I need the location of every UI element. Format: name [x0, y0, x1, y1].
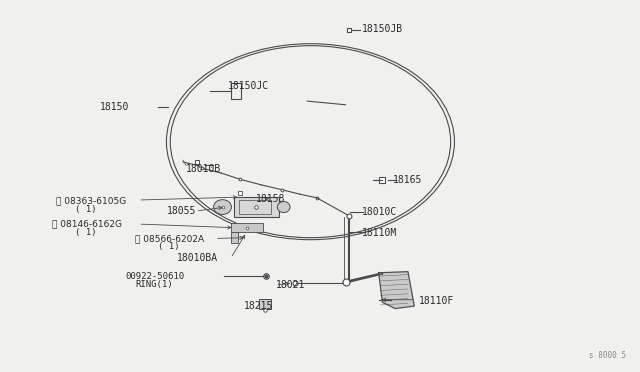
Text: ( 1): ( 1)	[75, 228, 96, 237]
Text: Ⓢ 08363-6105G: Ⓢ 08363-6105G	[56, 196, 126, 205]
Text: 18215: 18215	[244, 301, 273, 311]
Text: ( 1): ( 1)	[157, 243, 179, 251]
Text: Ⓢ 08566-6202A: Ⓢ 08566-6202A	[135, 234, 204, 243]
Text: 18010C: 18010C	[362, 207, 397, 217]
Text: ( 1): ( 1)	[75, 205, 96, 214]
Bar	[231, 232, 239, 243]
Text: s 8000 5: s 8000 5	[589, 350, 626, 359]
Bar	[259, 299, 271, 309]
Text: 18110M: 18110M	[362, 228, 397, 238]
Bar	[239, 201, 271, 214]
Text: 18150: 18150	[100, 102, 129, 112]
Ellipse shape	[277, 202, 290, 212]
Text: 18021: 18021	[275, 280, 305, 290]
Bar	[231, 223, 262, 232]
Text: 18165: 18165	[394, 176, 422, 186]
Text: 18150JC: 18150JC	[228, 81, 269, 91]
Text: Ⓑ 08146-6162G: Ⓑ 08146-6162G	[52, 219, 122, 228]
Text: 18158: 18158	[256, 194, 285, 204]
Bar	[231, 83, 241, 99]
Text: RING(1): RING(1)	[135, 280, 173, 289]
Polygon shape	[379, 272, 414, 309]
Text: 18055: 18055	[167, 206, 196, 216]
Text: 18150JB: 18150JB	[362, 24, 403, 34]
Text: 18110F: 18110F	[419, 296, 454, 306]
Text: 18010B: 18010B	[186, 164, 221, 174]
Text: 00922-50610: 00922-50610	[125, 272, 185, 281]
Text: 18010BA: 18010BA	[177, 253, 218, 263]
Bar	[234, 197, 278, 217]
Ellipse shape	[214, 200, 232, 214]
